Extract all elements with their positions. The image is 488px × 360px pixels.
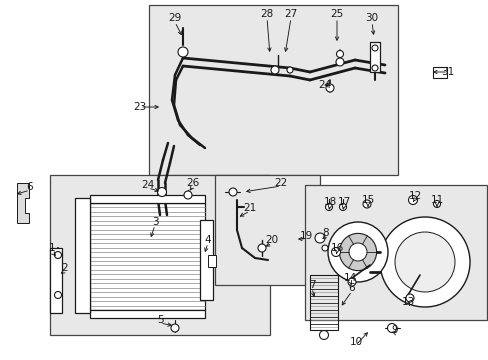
Polygon shape	[17, 183, 29, 223]
Circle shape	[228, 188, 237, 196]
Bar	[207, 255, 216, 267]
Circle shape	[314, 233, 325, 243]
Circle shape	[325, 84, 333, 92]
Text: 3: 3	[151, 217, 158, 227]
Circle shape	[54, 252, 61, 258]
Text: 30: 30	[365, 13, 378, 23]
Circle shape	[348, 243, 366, 261]
Circle shape	[321, 245, 327, 251]
Text: 29: 29	[168, 13, 181, 23]
Text: 7: 7	[308, 280, 315, 290]
Text: 5: 5	[156, 315, 163, 325]
Text: 11: 11	[429, 195, 443, 205]
Bar	[50, 248, 62, 313]
Bar	[309, 275, 337, 330]
Circle shape	[270, 66, 279, 74]
Text: 10: 10	[349, 337, 362, 347]
Text: 15: 15	[361, 195, 374, 205]
Text: 12: 12	[407, 191, 421, 201]
Text: 28: 28	[260, 9, 273, 19]
Text: 19: 19	[299, 231, 312, 241]
Bar	[215, 175, 319, 285]
Text: 18: 18	[323, 197, 336, 207]
Circle shape	[339, 233, 376, 271]
Text: 25: 25	[330, 9, 343, 19]
Circle shape	[157, 188, 166, 197]
Text: 9: 9	[391, 325, 398, 335]
Text: 4: 4	[204, 235, 211, 245]
Text: 24: 24	[318, 80, 331, 90]
Circle shape	[54, 292, 61, 298]
Bar	[305, 185, 486, 320]
Text: 27: 27	[284, 9, 297, 19]
Text: 6: 6	[27, 182, 33, 192]
Circle shape	[433, 201, 440, 207]
Text: 24: 24	[141, 180, 154, 190]
Circle shape	[336, 50, 343, 58]
Circle shape	[386, 324, 396, 333]
Bar	[90, 203, 204, 310]
Circle shape	[371, 45, 377, 51]
Circle shape	[407, 195, 417, 204]
Circle shape	[325, 203, 332, 211]
Text: 23: 23	[133, 102, 146, 112]
Text: 6: 6	[348, 283, 355, 293]
Bar	[369, 42, 379, 72]
Bar	[432, 67, 446, 77]
Circle shape	[286, 67, 292, 73]
Text: 26: 26	[186, 178, 199, 188]
Text: 17: 17	[337, 197, 350, 207]
Circle shape	[347, 278, 355, 286]
Bar	[90, 195, 204, 203]
Text: 13: 13	[401, 297, 414, 307]
Text: 21: 21	[243, 203, 256, 213]
Circle shape	[258, 244, 265, 252]
Circle shape	[371, 65, 377, 71]
Text: 31: 31	[441, 67, 454, 77]
Text: 1: 1	[49, 243, 55, 253]
Circle shape	[319, 330, 328, 339]
Text: 16: 16	[330, 243, 343, 253]
Circle shape	[362, 200, 370, 208]
Circle shape	[183, 191, 192, 199]
Circle shape	[178, 47, 187, 57]
Circle shape	[335, 58, 343, 66]
Bar	[75, 198, 90, 313]
Circle shape	[394, 232, 454, 292]
Text: 22: 22	[274, 178, 287, 188]
Text: 20: 20	[265, 235, 278, 245]
Text: 14: 14	[343, 273, 356, 283]
Bar	[50, 175, 269, 335]
Circle shape	[405, 294, 413, 302]
Circle shape	[327, 222, 387, 282]
Bar	[90, 310, 204, 318]
Text: 8: 8	[322, 228, 328, 238]
Circle shape	[331, 248, 340, 256]
Bar	[149, 5, 397, 175]
Circle shape	[339, 203, 346, 211]
Bar	[200, 220, 213, 300]
Text: 2: 2	[61, 263, 68, 273]
Circle shape	[379, 217, 469, 307]
Circle shape	[171, 324, 179, 332]
